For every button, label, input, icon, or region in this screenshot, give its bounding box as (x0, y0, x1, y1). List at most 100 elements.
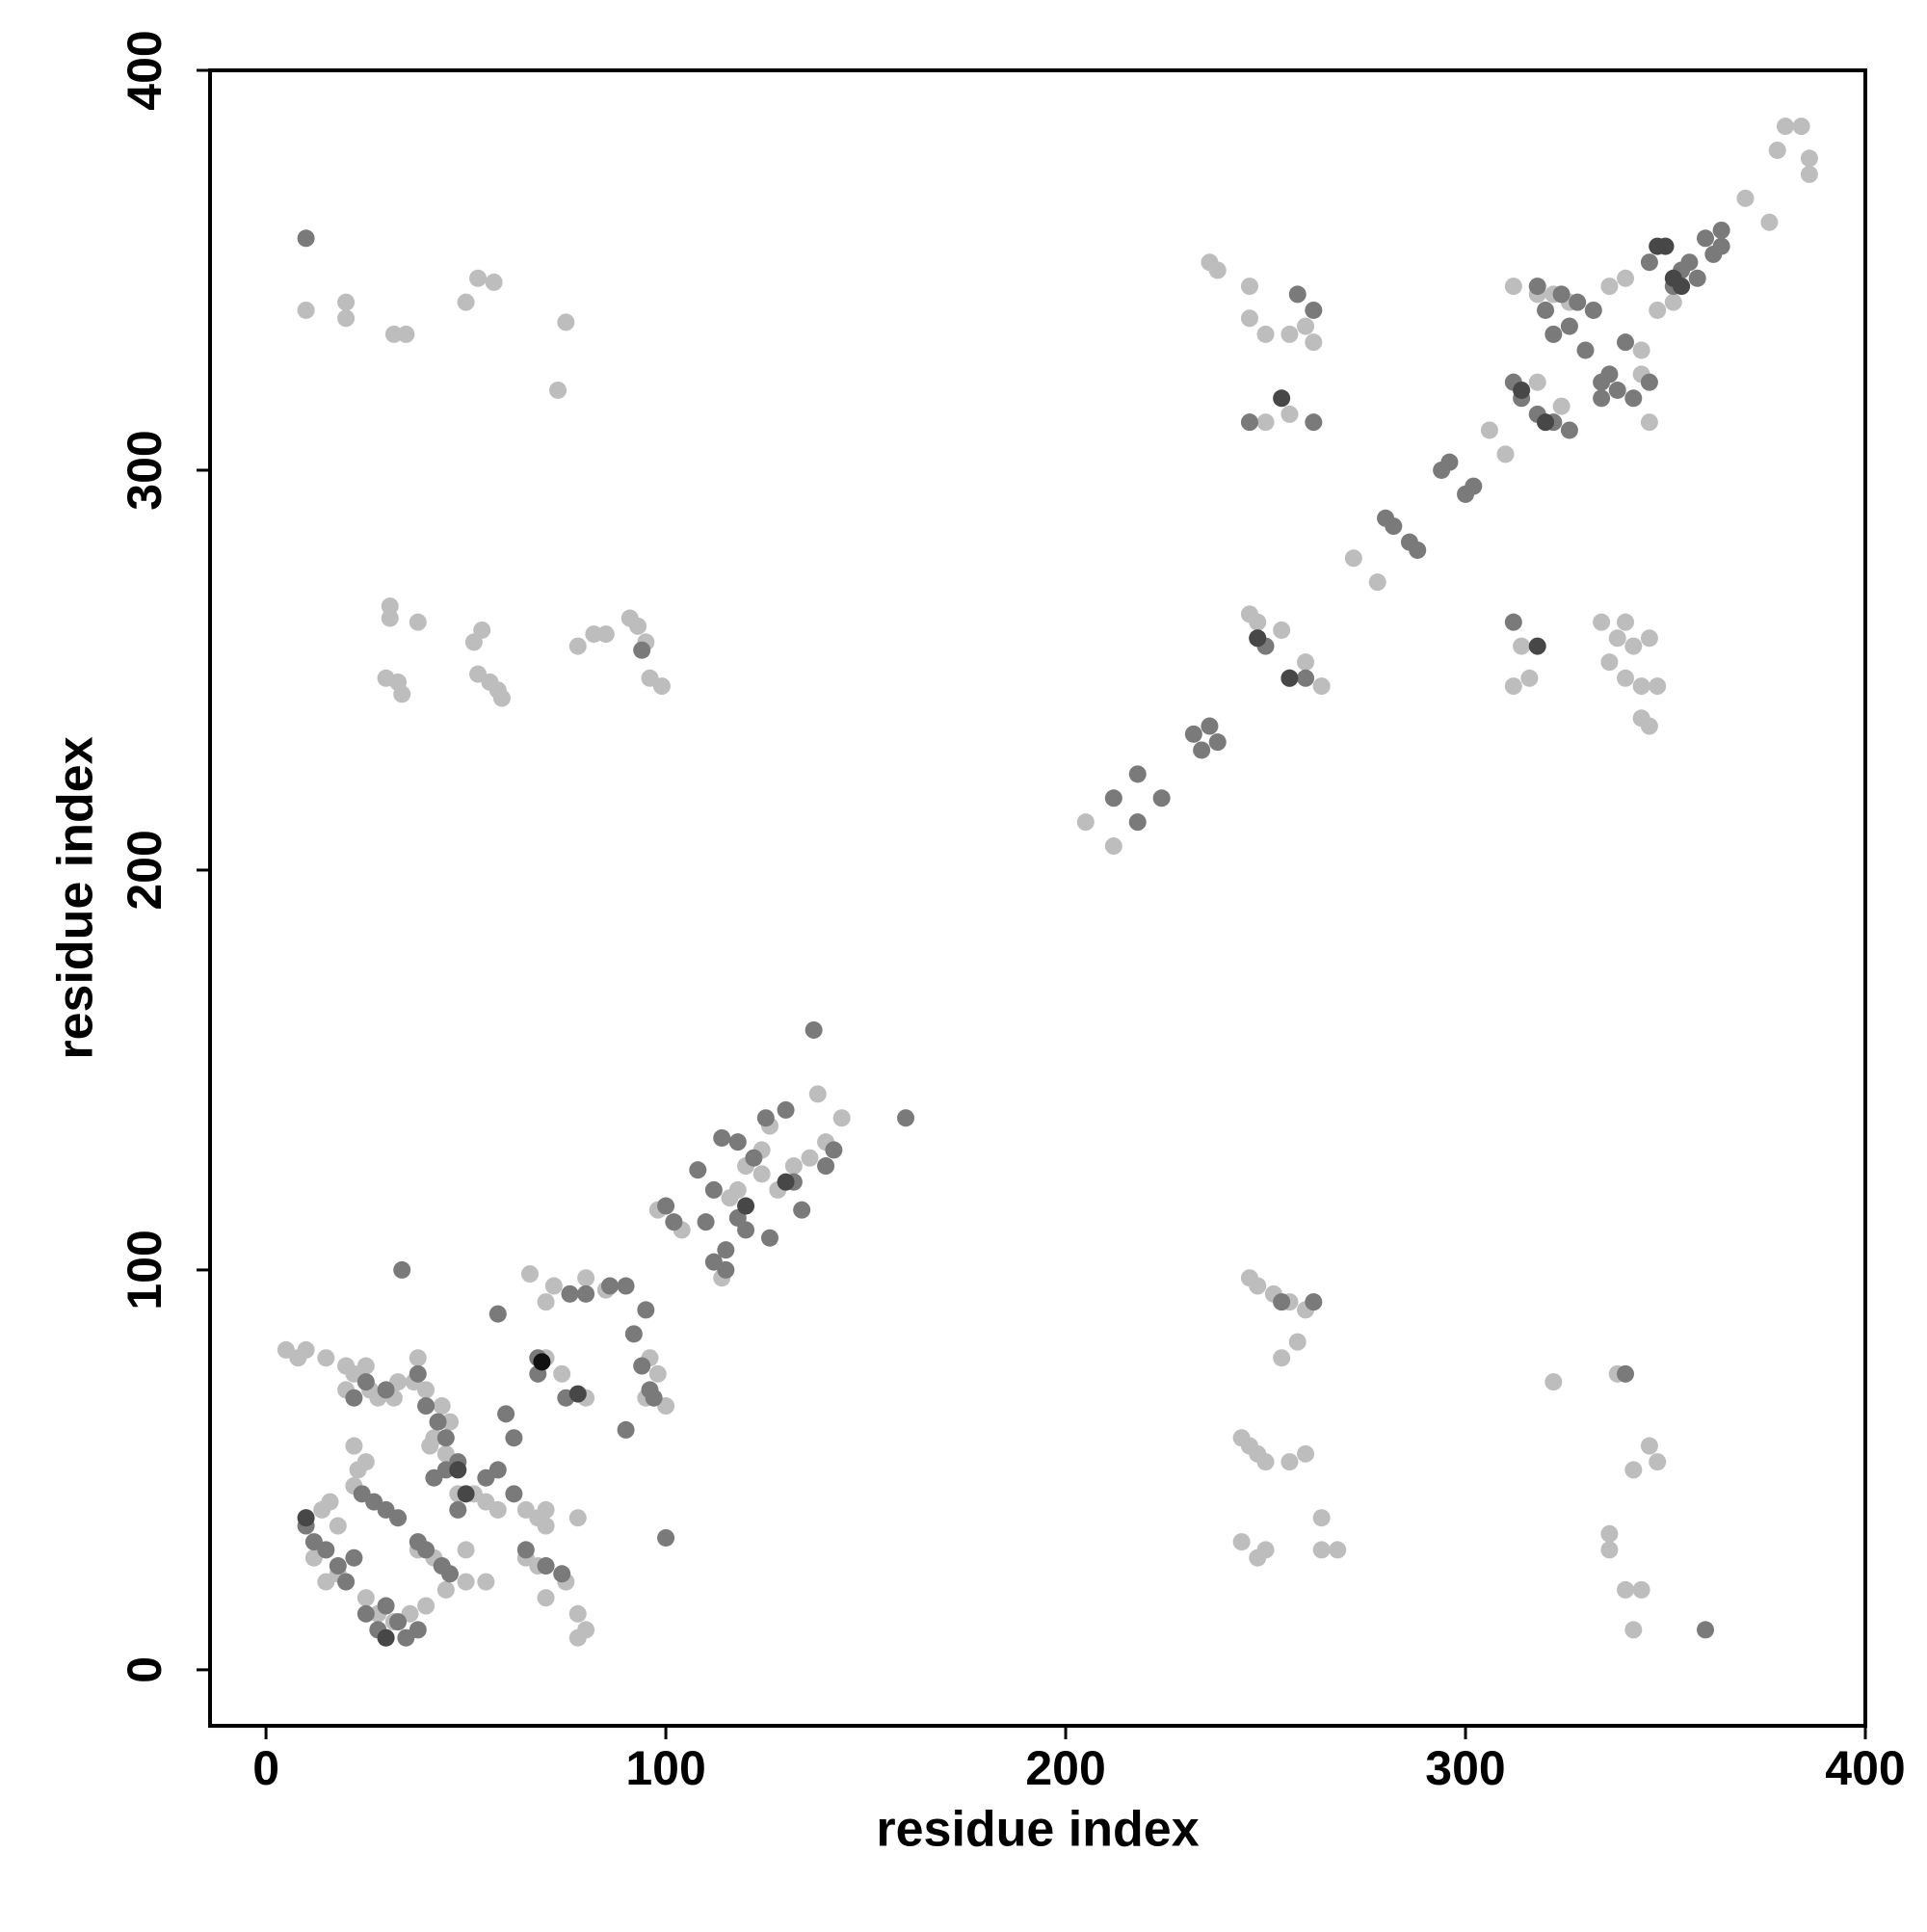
point (417, 1397, 436, 1416)
point (1600, 278, 1619, 296)
point (1256, 413, 1275, 432)
point (297, 1340, 315, 1359)
point (561, 1284, 579, 1303)
point (577, 1621, 595, 1639)
point (1297, 669, 1315, 687)
point (1800, 165, 1818, 183)
point (1777, 118, 1795, 136)
point (1617, 613, 1635, 631)
point (377, 1628, 395, 1647)
point (377, 1381, 395, 1399)
point (1104, 837, 1122, 856)
point (384, 325, 403, 343)
point (1760, 213, 1779, 231)
point (1537, 301, 1555, 319)
point (381, 597, 399, 616)
point (356, 1357, 375, 1375)
point (1640, 373, 1658, 391)
point (1368, 573, 1386, 592)
point (417, 1381, 436, 1399)
point (393, 1260, 411, 1279)
y-tick-label: 400 (118, 30, 172, 110)
point (409, 1364, 427, 1383)
point (752, 1165, 771, 1183)
point (1600, 653, 1619, 672)
point (801, 1149, 819, 1167)
y-tick-label: 100 (118, 1230, 172, 1310)
point (1249, 1277, 1267, 1295)
point (1664, 293, 1682, 311)
point (1104, 789, 1122, 807)
point (1537, 413, 1555, 432)
point (297, 301, 315, 319)
point (1552, 397, 1571, 415)
point (497, 1405, 515, 1423)
point (897, 1109, 915, 1127)
point (1312, 677, 1331, 696)
point (1608, 629, 1626, 648)
point (337, 293, 356, 311)
point (1528, 278, 1546, 296)
point (537, 1500, 555, 1519)
point (1673, 278, 1691, 296)
point (457, 1573, 475, 1591)
point (1504, 677, 1522, 696)
point (337, 1573, 356, 1591)
point (645, 1389, 663, 1407)
point (737, 1221, 755, 1239)
point (1560, 421, 1578, 439)
point (1544, 1373, 1563, 1391)
point (1256, 1541, 1275, 1559)
point (1544, 325, 1563, 343)
point (417, 1541, 436, 1559)
point (1297, 653, 1315, 672)
point (1297, 1444, 1315, 1463)
point (1649, 677, 1667, 696)
point (1593, 373, 1611, 391)
point (657, 1528, 675, 1547)
point (1640, 413, 1658, 432)
point (648, 1364, 667, 1383)
y-tick-label: 300 (118, 430, 172, 510)
point (1273, 1293, 1291, 1311)
point (817, 1157, 835, 1176)
point (1600, 1524, 1619, 1543)
point (1256, 1453, 1275, 1471)
point (777, 1173, 795, 1191)
point (760, 1229, 779, 1247)
point (433, 1397, 451, 1416)
point (1128, 813, 1147, 832)
point (356, 1604, 375, 1623)
point (1520, 669, 1539, 687)
point (356, 1373, 375, 1391)
point (377, 1597, 395, 1615)
point (1736, 189, 1755, 207)
point (505, 1429, 523, 1447)
point (577, 1269, 595, 1287)
point (516, 1541, 535, 1559)
point (1593, 613, 1611, 631)
point (1560, 317, 1578, 335)
point (721, 1189, 739, 1207)
point (1528, 373, 1546, 391)
point (633, 641, 651, 659)
point (657, 1197, 675, 1215)
point (1617, 1364, 1635, 1383)
point (784, 1157, 803, 1176)
point (488, 1500, 507, 1519)
point (1280, 1453, 1299, 1471)
point (409, 1621, 427, 1639)
point (537, 1517, 555, 1535)
point (1649, 237, 1667, 255)
point (1640, 629, 1658, 648)
point (505, 1485, 523, 1503)
point (557, 313, 575, 331)
point (389, 1509, 408, 1527)
point (1240, 309, 1258, 328)
point (793, 1201, 811, 1219)
point (356, 1589, 375, 1607)
point (652, 677, 671, 696)
point (1697, 1621, 1715, 1639)
point (1640, 1437, 1658, 1455)
